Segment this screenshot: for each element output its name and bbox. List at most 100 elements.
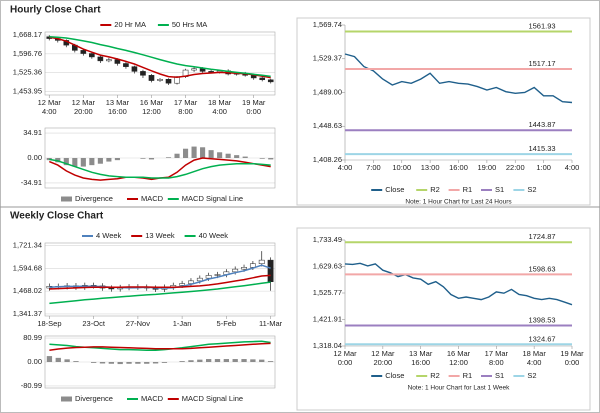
divergence-bar [225, 153, 231, 158]
divergence-bar [223, 359, 229, 362]
series-line [49, 274, 271, 290]
y-tick-label: 1,318.04 [313, 341, 342, 350]
y-tick-label: 1,525.36 [13, 68, 42, 77]
chart-note: Note: 1 Hour Chart for Last 1 Week [408, 385, 511, 392]
legend-label: R2 [430, 371, 440, 380]
x-tick-label: 27-Nov [126, 319, 150, 328]
divergence-bar [55, 357, 61, 362]
legend-label: 50 Hrs MA [172, 20, 207, 29]
legend-label: MACD Signal Line [182, 194, 243, 203]
level-label: 1517.17 [528, 59, 555, 68]
level-label: 1324.67 [528, 334, 555, 343]
divergence-bar [148, 158, 155, 160]
x-tick-label-line: 18 Mar [208, 98, 232, 107]
x-tick-label: 18 Mar 4:00 [208, 98, 232, 116]
candle-body [196, 277, 203, 282]
series-line [49, 264, 271, 289]
legend-label: Close [385, 185, 404, 194]
x-tick-label: 12 Mar 20:00 [72, 98, 96, 116]
legend-label: R1 [463, 185, 473, 194]
legend-label: 13 Week [145, 231, 175, 240]
divergence-bar [152, 362, 159, 364]
candle-body [214, 274, 221, 276]
divergence-bar [72, 158, 78, 167]
y-tick-label: 1,448.63 [313, 121, 342, 130]
legend-label: MACD [141, 394, 164, 403]
x-tick-label: 1:00 [536, 163, 551, 172]
y-tick-label: 1,421.91 [313, 314, 342, 323]
legend-label: Divergence [75, 194, 113, 203]
x-tick-label-line: 8:00 [489, 358, 504, 367]
y-tick-label: 1,721.34 [13, 240, 42, 249]
candle-body [97, 56, 104, 62]
candle-body [232, 268, 239, 273]
candle-body [208, 71, 214, 73]
divergence-bar [208, 150, 214, 158]
divergence-bar [135, 362, 141, 364]
divergence-bar [188, 360, 194, 362]
plot-frame [44, 127, 276, 189]
x-tick-label: 13:00 [421, 163, 440, 172]
legend-label: R2 [430, 185, 440, 194]
candle-body [123, 63, 129, 67]
divergence-bar [234, 155, 240, 158]
chart-note: Note: 1 Hour Chart for Last 24 Hours [405, 199, 512, 206]
candle-body [80, 50, 87, 54]
x-tick-label-line: 0:00 [246, 107, 261, 116]
candle-body [205, 275, 212, 279]
legend-label: Close [385, 371, 404, 380]
candle-body [199, 68, 206, 72]
panel-frame [296, 227, 591, 411]
series-line [344, 53, 573, 104]
legend-swatch [61, 196, 72, 202]
x-tick-label-line: 16:00 [411, 358, 430, 367]
candle-body [140, 71, 146, 76]
divergence-bar [259, 359, 265, 362]
x-tick-label-line: 19 Mar [242, 98, 266, 107]
section-title: Weekly Close Chart [10, 211, 104, 222]
y-tick-label: 1,529.37 [313, 54, 342, 63]
y-tick-label: 1,341.37 [13, 309, 42, 318]
x-tick-label: 11-Mar [259, 319, 283, 328]
x-tick-label: 4:00 [565, 163, 580, 172]
legend-label: Divergence [75, 394, 113, 403]
divergence-bar [206, 359, 212, 362]
divergence-bar [174, 153, 180, 158]
divergence-bar [267, 361, 274, 362]
series-line [49, 36, 271, 79]
candle-body [106, 59, 112, 62]
divergence-bar [73, 361, 79, 362]
legend-label: S1 [495, 371, 504, 380]
x-tick-label-line: 12 Mar [371, 349, 395, 358]
divergence-bar [268, 158, 274, 160]
divergence-bar [99, 362, 106, 364]
x-tick-label: 23-Oct [82, 319, 105, 328]
divergence-bar [64, 359, 70, 362]
candle-body [258, 259, 265, 264]
x-tick-label-line: 20:00 [74, 107, 93, 116]
candle-body [179, 283, 186, 286]
x-tick-label-line: 13 Mar [409, 349, 433, 358]
candle-body [241, 267, 247, 270]
y-tick-label: 1,468.02 [13, 286, 42, 295]
x-tick-label-line: 12 Mar [72, 98, 96, 107]
divergence-bar [126, 362, 132, 364]
divergence-bar [197, 359, 203, 362]
divergence-bar [161, 362, 168, 363]
divergence-bar [80, 158, 86, 167]
x-tick-label: 4:00 [338, 163, 353, 172]
divergence-bar [242, 156, 248, 158]
divergence-bar [91, 362, 97, 363]
y-tick-label: 80.99 [23, 333, 42, 342]
y-tick-label: -34.91 [21, 178, 42, 187]
series-line [49, 281, 271, 305]
x-tick-label: 12 Mar 0:00 [333, 349, 357, 367]
divergence-bar [250, 359, 256, 362]
divergence-bar [241, 359, 247, 362]
x-tick-label-line: 0:00 [565, 358, 580, 367]
x-tick-label: 10:00 [392, 163, 411, 172]
x-tick-label: 22:00 [506, 163, 525, 172]
x-tick-label: 17 Mar 8:00 [485, 349, 509, 367]
y-tick-label: 1,594.68 [13, 263, 42, 272]
level-label: 1443.87 [528, 120, 555, 129]
